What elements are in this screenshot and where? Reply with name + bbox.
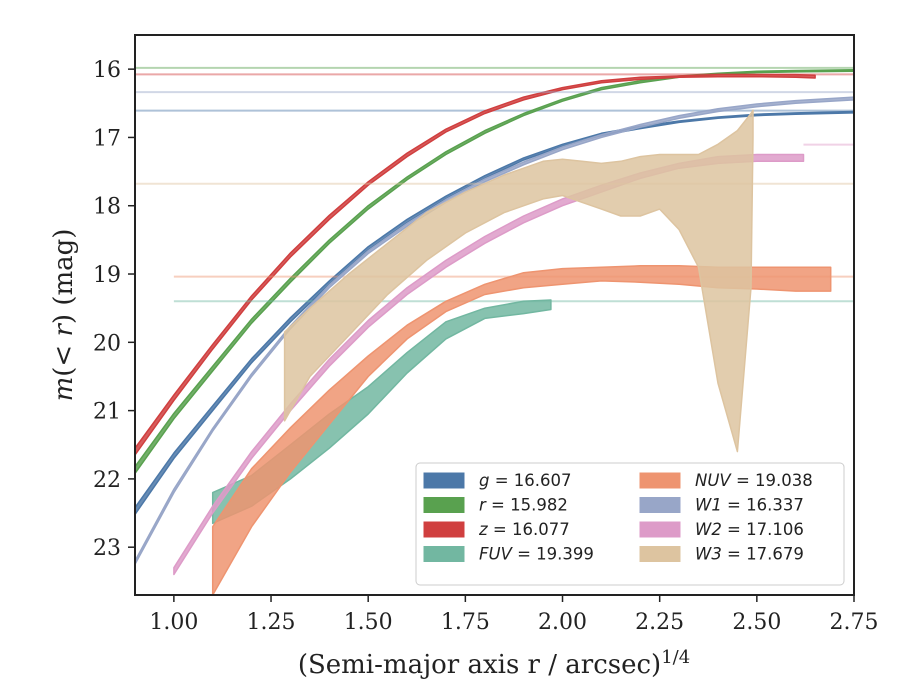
- y-tick-label: 22: [93, 468, 121, 493]
- y-tick-label: 16: [93, 58, 121, 83]
- y-tick-label: 21: [93, 400, 121, 425]
- legend-item-nuv: NUV = 19.038: [639, 471, 813, 490]
- legend-label: g = 16.607: [479, 471, 572, 490]
- legend-label: r = 15.982: [479, 496, 568, 515]
- y-tick-label: 18: [93, 195, 121, 220]
- legend-label: z = 16.077: [478, 520, 570, 539]
- legend-swatch: [423, 521, 465, 538]
- legend: g = 16.607 r = 15.982 z = 16.077 FUV = 19.3…: [415, 462, 845, 586]
- y-axis: 16 17 18 19 20 21 22 23: [93, 58, 135, 561]
- legend-swatch: [423, 546, 465, 562]
- y-tick-label: 20: [93, 331, 121, 356]
- series-w3-band: [283, 109, 754, 453]
- x-tick-label: 1.50: [344, 610, 393, 635]
- y-tick-label: 19: [93, 263, 121, 288]
- legend-label: W1 = 16.337: [695, 496, 804, 515]
- series-bands: [135, 66, 854, 595]
- x-tick-label: 2.00: [538, 610, 587, 635]
- y-tick-label: 17: [93, 126, 121, 151]
- legend-item-fuv: FUV = 19.399: [423, 545, 594, 564]
- legend-swatch: [639, 521, 681, 538]
- series-nuv-band: [211, 265, 832, 595]
- x-axis: 1.00 1.25 1.50 1.75 2.00 2.25 2.50 2.75: [149, 595, 878, 635]
- legend-swatch: [639, 546, 681, 562]
- legend-swatch: [639, 472, 681, 489]
- legend-item-z: z = 16.077: [423, 520, 570, 539]
- legend-label: W2 = 17.106: [695, 520, 804, 539]
- x-axis-title: (Semi-major axis r / arcsec)1/4: [298, 647, 690, 680]
- plot-frame: [134, 34, 855, 596]
- legend-label: W3 = 17.679: [695, 545, 804, 564]
- x-tick-label: 2.50: [732, 610, 781, 635]
- legend-frame: [415, 462, 845, 586]
- series-w1-band: [135, 96, 854, 566]
- y-axis-title: m(< r) (mag): [49, 229, 79, 402]
- legend-swatch: [423, 472, 465, 489]
- x-tick-label: 2.75: [830, 610, 879, 635]
- legend-item-g: g = 16.607: [423, 471, 572, 490]
- legend-item-w2: W2 = 17.106: [639, 520, 804, 539]
- x-axis-title-exponent: 1/4: [661, 647, 690, 668]
- legend-item-r: r = 15.982: [423, 496, 568, 515]
- legend-item-w3: W3 = 17.679: [639, 545, 804, 564]
- y-tick-label: 23: [93, 536, 121, 561]
- legend-swatch: [423, 497, 465, 513]
- x-tick-label: 1.00: [149, 610, 198, 635]
- series-r-band: [135, 69, 854, 475]
- series-w2-band: [173, 153, 805, 576]
- legend-label: NUV = 19.038: [695, 471, 813, 490]
- legend-swatch: [639, 497, 681, 513]
- legend-item-w1: W1 = 16.337: [639, 496, 804, 515]
- x-tick-label: 1.75: [441, 610, 490, 635]
- x-tick-label: 1.25: [247, 610, 296, 635]
- legend-label: FUV = 19.399: [479, 545, 594, 564]
- x-tick-label: 2.25: [635, 610, 684, 635]
- series-z-band: [135, 73, 816, 456]
